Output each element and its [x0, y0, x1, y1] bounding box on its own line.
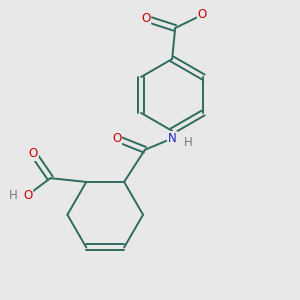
Text: O: O — [23, 189, 32, 202]
Text: O: O — [29, 147, 38, 160]
Text: O: O — [141, 12, 150, 25]
Text: O: O — [112, 132, 121, 145]
Text: N: N — [168, 132, 176, 145]
Text: H: H — [184, 136, 192, 149]
Text: H: H — [9, 189, 18, 202]
Text: O: O — [198, 8, 207, 21]
